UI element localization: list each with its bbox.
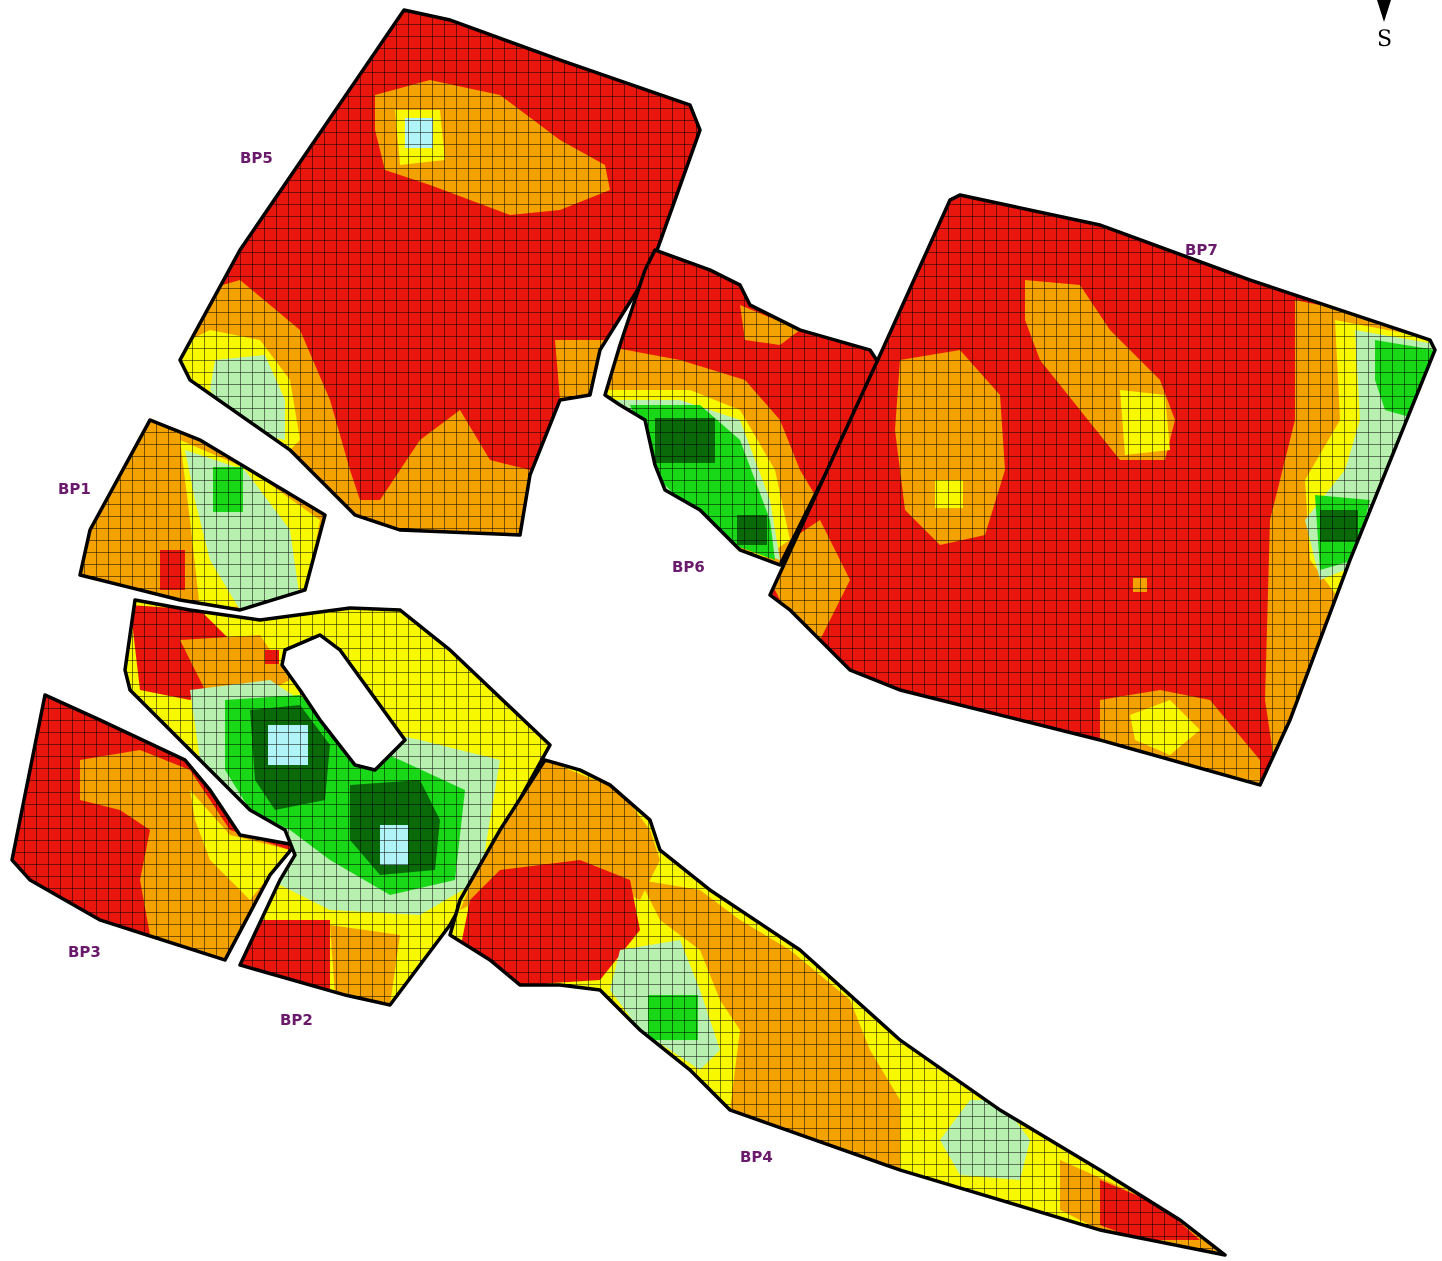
field-label-BP4: BP4 <box>740 1148 773 1166</box>
north-arrow-icon: S <box>1377 0 1392 52</box>
field-label-BP2: BP2 <box>280 1011 313 1029</box>
field-label-BP5: BP5 <box>240 149 273 167</box>
field-label-BP1: BP1 <box>58 480 91 498</box>
field-label-BP7: BP7 <box>1185 241 1218 259</box>
field-label-BP6: BP6 <box>672 558 705 576</box>
field-BP4 <box>448 758 1227 1257</box>
field-label-BP3: BP3 <box>68 943 101 961</box>
field-BP7 <box>768 193 1437 787</box>
field-BP5 <box>178 8 702 537</box>
compass-letter: S <box>1377 27 1392 52</box>
field-BP2-hole <box>280 633 407 772</box>
